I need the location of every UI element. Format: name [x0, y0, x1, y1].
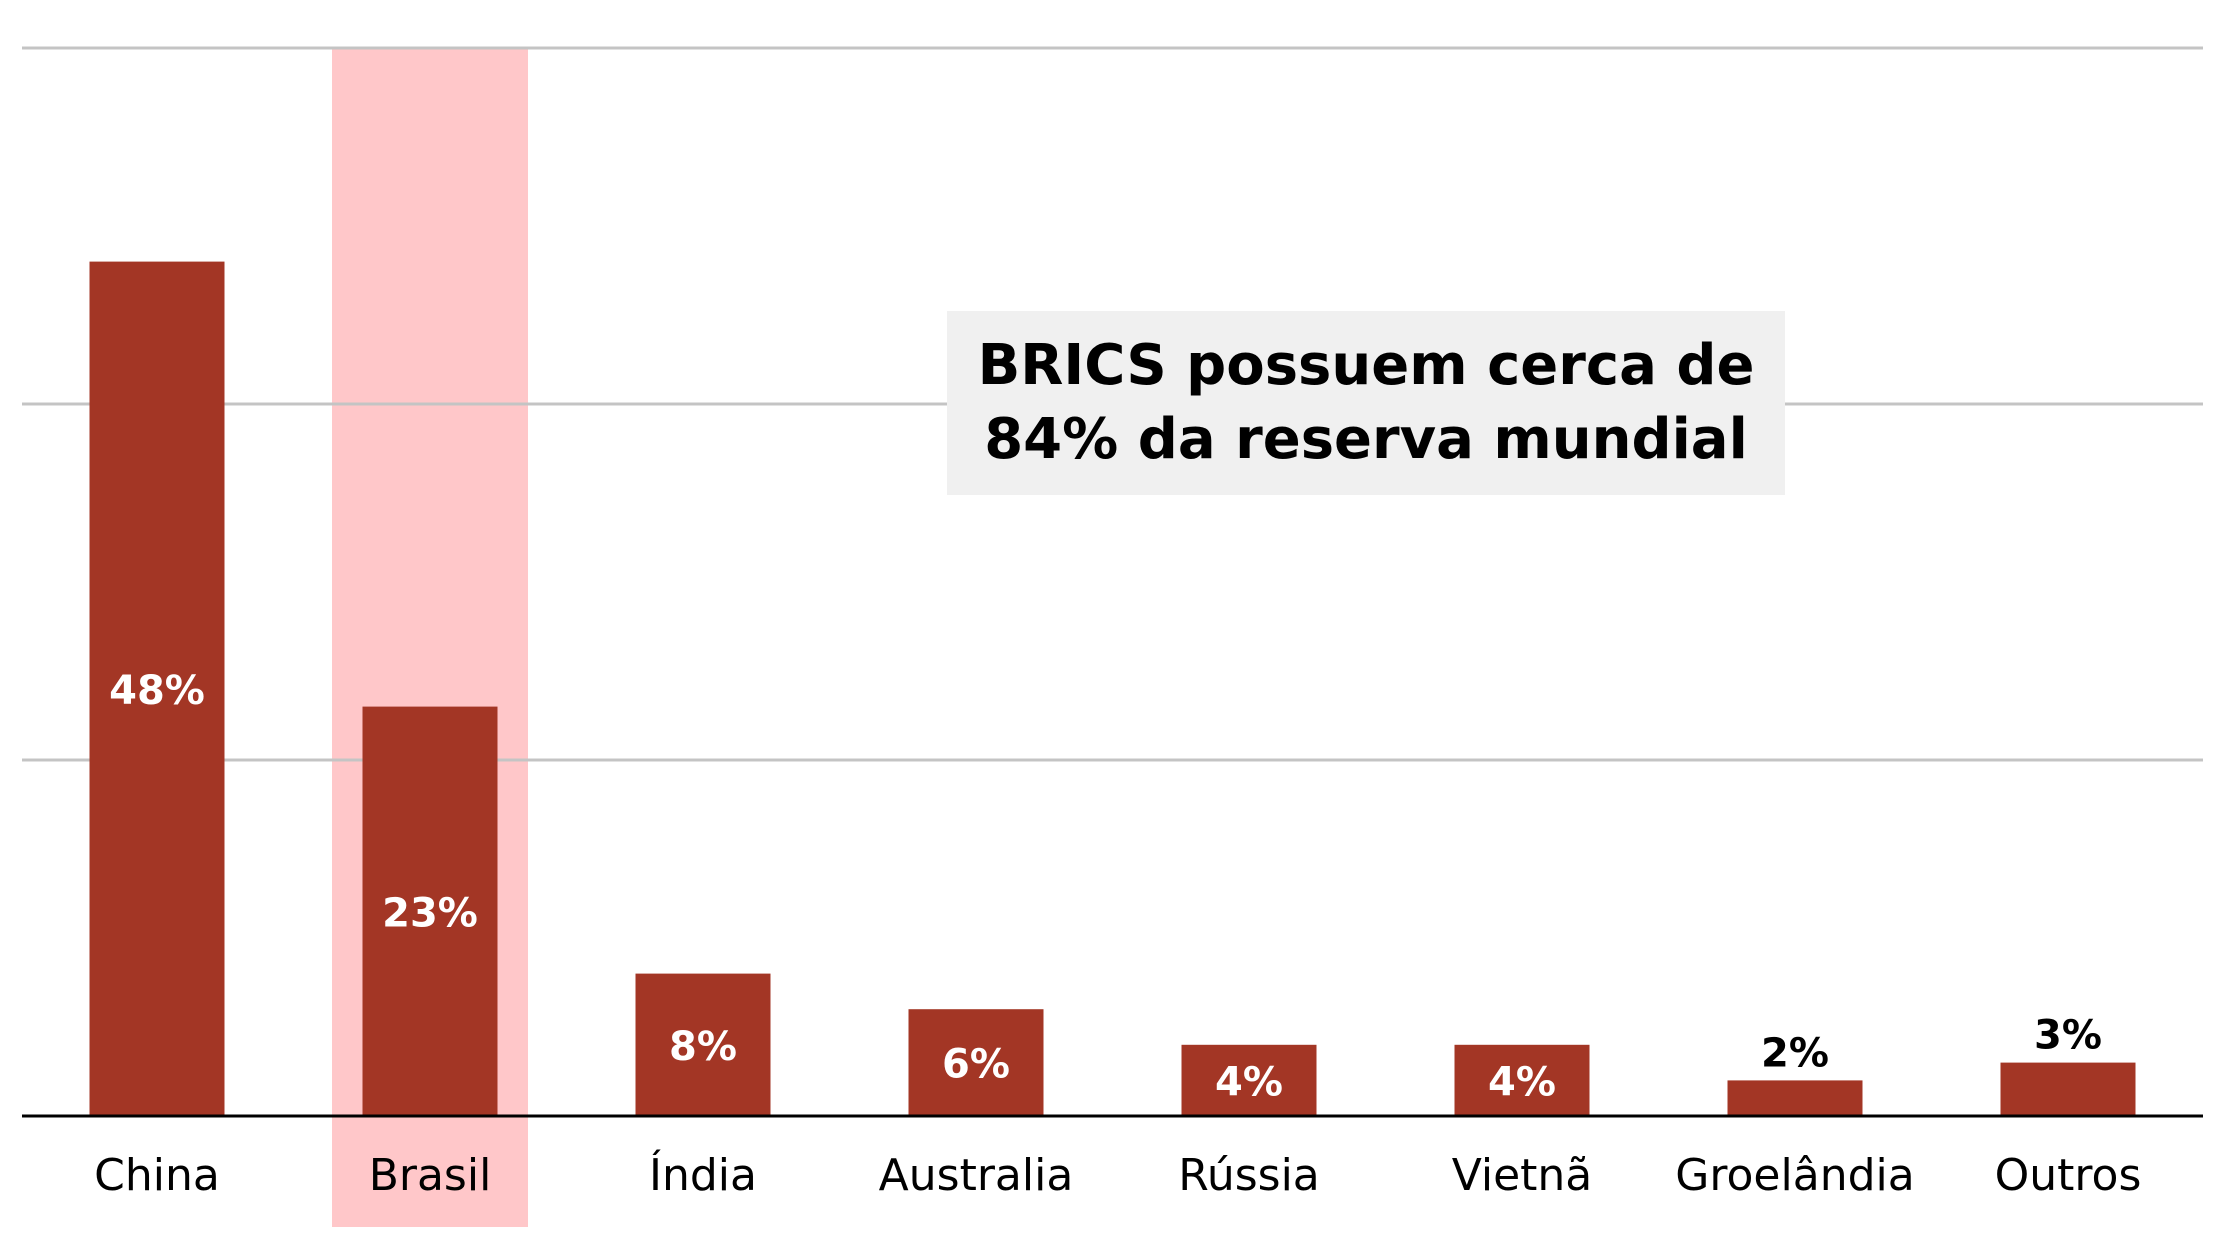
data-label: 6% [942, 1042, 1010, 1088]
annotation-box: BRICS possuem cerca de 84% da reserva mu… [947, 311, 1785, 495]
bar-groelândia [1727, 1080, 1863, 1116]
category-label: Australia [879, 1150, 1074, 1201]
bar-vietnã [1454, 1044, 1590, 1116]
category-label: Brasil [369, 1150, 492, 1201]
data-label: 23% [382, 890, 478, 936]
data-label: 8% [669, 1024, 737, 1070]
bar-índia [635, 973, 771, 1116]
bar-outros [2000, 1062, 2136, 1116]
bar-australia [908, 1009, 1044, 1116]
data-label: 2% [1761, 1030, 1829, 1076]
bar-china [89, 261, 225, 1117]
annotation-line-2: 84% da reserva mundial [984, 407, 1748, 472]
annotation-line-1: BRICS possuem cerca de [977, 333, 1755, 398]
category-label: Groelândia [1675, 1150, 1914, 1201]
data-label: 3% [2034, 1013, 2102, 1059]
category-label: Rússia [1178, 1150, 1320, 1201]
category-label: Índia [649, 1148, 757, 1201]
data-label: 4% [1215, 1059, 1283, 1105]
category-label: Outros [1995, 1150, 2142, 1201]
bar-rússia [1181, 1044, 1317, 1116]
data-label: 48% [109, 668, 205, 714]
category-label: Vietnã [1452, 1150, 1593, 1201]
data-label: 4% [1488, 1059, 1556, 1105]
bar-brasil [362, 706, 498, 1116]
category-label: China [94, 1150, 220, 1201]
